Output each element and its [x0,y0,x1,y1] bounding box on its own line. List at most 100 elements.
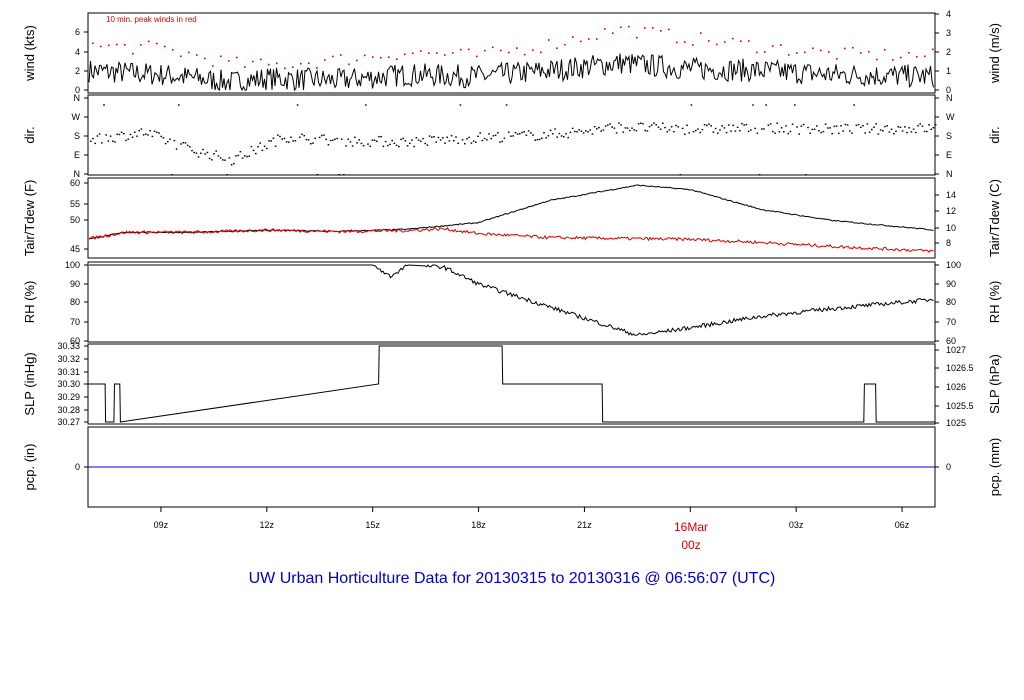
dir-point [290,136,292,138]
peak-wind-point [780,44,782,46]
y-tick-label: 60 [70,336,80,346]
slp-series-line [88,345,935,423]
dir-point [866,123,869,125]
dir-point [701,128,704,131]
dir-point [778,131,781,133]
peak-wind-point [380,56,382,59]
dir-point [607,124,609,126]
dir-point [653,122,655,124]
dir-point [404,140,407,142]
peak-wind-point [796,52,798,54]
dir-point [631,127,633,129]
dir-point [547,135,550,137]
dir-point [164,142,167,145]
dir-point [785,125,787,127]
dir-point [380,136,382,138]
dir-point [332,139,334,141]
temperature-ylabel: Tair/Tdew (F) [22,180,37,257]
dir-point [171,174,173,176]
dir-point [875,123,877,125]
dir-point [862,125,864,127]
peak-wind-point [460,48,462,51]
dir-point [444,142,446,144]
peak-wind-point [756,51,758,54]
y-tick-label: 45 [70,244,80,254]
dir-point [367,143,369,145]
dir-point [690,104,693,106]
dir-point [395,144,398,146]
y-tick-label-right: 1025 [946,418,966,428]
dir-point [541,137,543,139]
peak-wind-point [620,26,622,29]
dir-point [376,140,378,142]
peak-wind-point [860,52,862,54]
peak-wind-point [812,47,814,50]
dir-point [708,123,710,125]
dir-point [266,147,268,150]
peak-wind-point [580,40,582,43]
dir-point [752,104,754,106]
peak-wind-point [260,58,262,61]
wind-frame [87,12,936,94]
dir-point [228,157,231,159]
dir-point [673,131,675,133]
dir-point [384,140,387,143]
temperature-panel: Tair/Tdew (F) Tair/Tdew (C) 45 50 55 60 8 10 12 1… [22,177,1002,259]
peak-wind-point [508,51,510,54]
dir-point [794,104,796,106]
dir-point [354,136,356,138]
peak-wind-point [868,50,870,53]
dir-point [633,129,635,131]
dir-point [327,144,330,146]
dir-point [211,159,213,161]
dir-point [151,135,154,138]
dir-point [576,131,578,133]
slp-ylabel-right: SLP (hPa) [987,354,1002,414]
dir-point [193,151,195,154]
dir-point [728,124,730,126]
page-title: UW Urban Horticulture Data for 20130315 … [249,570,776,587]
dir-point [261,149,264,152]
dir-point [657,126,660,128]
dir-point [483,137,486,140]
dir-point [505,104,508,106]
peak-wind-point [148,40,150,43]
y-tick-label: 90 [70,279,80,289]
dir-point [120,131,123,133]
dir-point [195,152,198,154]
precip-ylabel: pcp. (in) [22,444,37,491]
dir-point [574,130,576,133]
dir-point [824,123,827,125]
dir-point [437,136,440,139]
dir-point [798,133,800,135]
dir-point [490,137,492,140]
peak-wind-point [884,49,886,51]
peak-wind-point [300,62,302,65]
dir-point [860,126,862,129]
dir-point [844,123,847,126]
dir-point [587,131,589,133]
dir-point [382,145,385,147]
dir-point [776,122,778,124]
peak-wind-point [500,49,502,52]
y-tick-label-right: 4 [946,9,951,19]
dir-point [664,126,666,129]
dir-point [501,140,503,143]
peak-wind-point [404,53,406,56]
dir-point [853,104,855,106]
dir-point [756,132,759,134]
dir-point [477,135,479,137]
dir-point [565,133,567,135]
peak-wind-point [388,56,390,58]
dir-point [114,141,116,143]
dir-point [910,131,913,133]
wind-panel: wind (kts) wind (m/s) 0 2 4 6 0 1 2 3 4 10 min. pea… [22,9,1002,95]
dir-point [692,131,695,133]
dir-point [426,144,429,146]
peak-wind-point [188,51,190,54]
dir-point [899,126,902,128]
peak-wind-point [436,52,438,54]
x-tick-label: 15z [365,520,380,530]
dir-point [697,128,699,130]
dir-point [932,127,935,129]
